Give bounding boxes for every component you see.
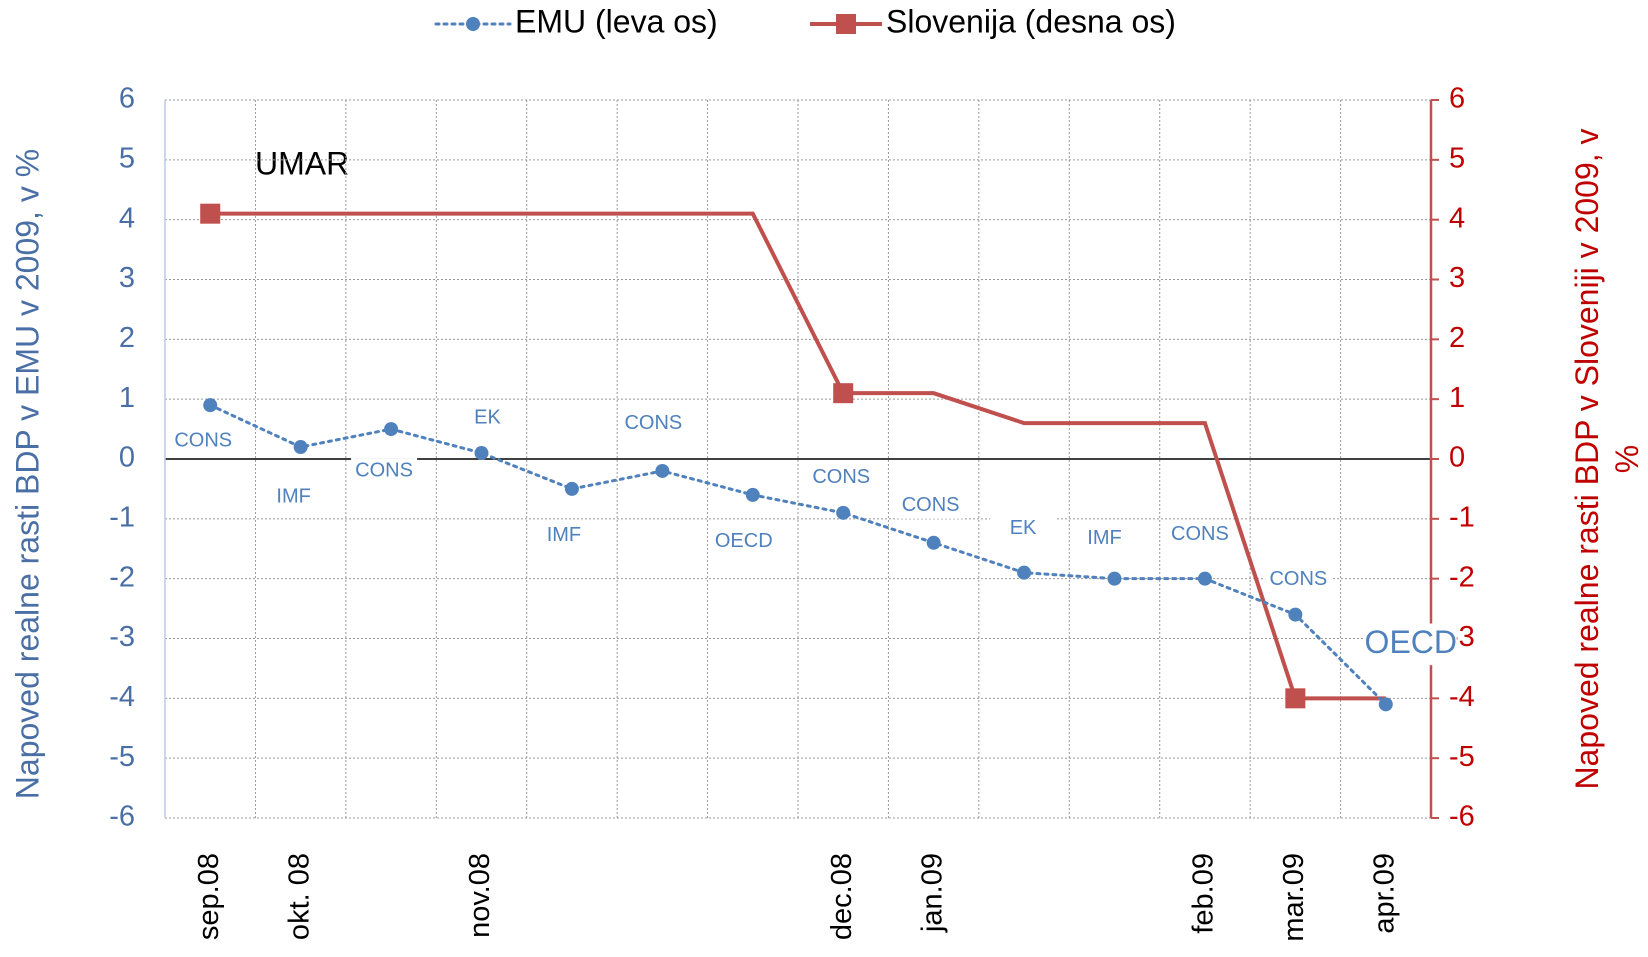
y-tick-label: -3 [109,621,135,653]
point-label-bg [1071,525,1138,552]
point-label-bg [454,405,521,432]
y2-tick-label: -6 [1449,801,1475,833]
y2-tick-label: 0 [1449,442,1465,474]
y-tick-label: 4 [119,202,135,234]
point-label-bg [990,515,1057,542]
marker-slovenija [833,383,854,404]
y-tick-label: -6 [109,801,135,833]
point-label: OECD [715,530,773,552]
marker-emu [203,398,218,413]
y2-tick-label: 3 [1449,262,1465,294]
y2-tick-label: -2 [1449,561,1475,593]
y2-tick-label: 1 [1449,382,1465,414]
y2-tick-label: -1 [1449,501,1475,533]
x-tick-label: okt. 08 [283,853,315,940]
point-label-bg [808,464,875,491]
y-tick-label: -1 [109,501,135,533]
line-emu [208,403,1388,706]
y2-tick-label: -4 [1449,681,1475,713]
point-label: EK [1010,517,1037,539]
point-label-bg [897,492,964,519]
point-label-bg [710,528,777,555]
y-tick-label: 5 [119,142,135,174]
x-tick-label: dec.08 [826,853,858,940]
point-label-bg [1166,521,1233,548]
x-tick-label: jan.09 [916,853,948,933]
y2-tick-label: 6 [1449,83,1465,115]
y-tick-label: 0 [119,442,135,474]
point-label-bg [260,484,327,511]
marker-slovenija [200,203,221,224]
point-label: EK [474,406,501,428]
point-label: CONS [812,466,870,488]
y-axis-title: Napoved realne rasti BDP v EMU v 2009, v… [9,149,45,799]
y-tick-label: 1 [119,382,135,414]
point-label-bg [170,428,237,455]
annotation: UMAR [255,145,349,181]
marker-emu [926,535,941,550]
y-tick-label: -4 [109,681,135,713]
point-label-bg [1364,623,1457,666]
point-label: IMF [1087,527,1121,549]
x-tick-label: feb.09 [1188,853,1220,934]
marker-emu [384,422,399,437]
point-label: IMF [547,524,581,546]
y-tick-label: -5 [109,741,135,773]
marker-emu [474,446,489,461]
x-tick-label: mar.09 [1278,853,1310,942]
point-label-bg [351,458,418,485]
y-tick-label: 6 [119,83,135,115]
legend-marker-emu [466,17,480,31]
legend-label: Slovenija (desna os) [886,3,1176,39]
legend-marker-slovenija [836,14,856,34]
marker-emu [836,505,851,520]
x-tick-label: sep.08 [193,853,225,940]
point-label: OECD [1365,624,1457,660]
point-label: IMF [276,485,310,507]
point-label: CONS [624,412,682,434]
y2-tick-label: 4 [1449,202,1465,234]
y2-axis-title-line: Napoved realne rasti BDP v Sloveniji v 2… [1569,128,1605,789]
marker-emu [1197,571,1212,586]
point-label: CONS [1171,523,1229,545]
x-tick-label: nov.08 [464,853,496,938]
y2-tick-label: 5 [1449,142,1465,174]
marker-emu [745,487,760,502]
point-label: CONS [1269,568,1327,590]
marker-emu [1288,607,1303,622]
marker-emu [1378,697,1393,712]
marker-slovenija [1285,688,1306,709]
legend-label: EMU (leva os) [515,3,718,39]
point-label-bg [620,410,687,437]
marker-emu [1107,571,1122,586]
point-label: CONS [355,459,413,481]
y2-axis-title: Napoved realne rasti BDP v Sloveniji v 2… [1569,128,1645,789]
marker-emu [564,481,579,496]
point-label-bg [530,522,597,549]
y-tick-label: 2 [119,322,135,354]
x-tick-label: apr.09 [1368,853,1400,934]
point-label: CONS [174,429,232,451]
marker-emu [293,440,308,455]
y-tick-label: 3 [119,262,135,294]
point-label-bg [1265,566,1332,593]
y2-axis-title-line: % [1609,445,1645,473]
y-tick-label: -2 [109,561,135,593]
marker-emu [1017,565,1032,580]
point-label: CONS [902,494,960,516]
line-slovenija [210,211,1386,701]
y2-tick-label: -5 [1449,741,1475,773]
marker-emu [655,463,670,478]
y2-tick-label: 2 [1449,322,1465,354]
